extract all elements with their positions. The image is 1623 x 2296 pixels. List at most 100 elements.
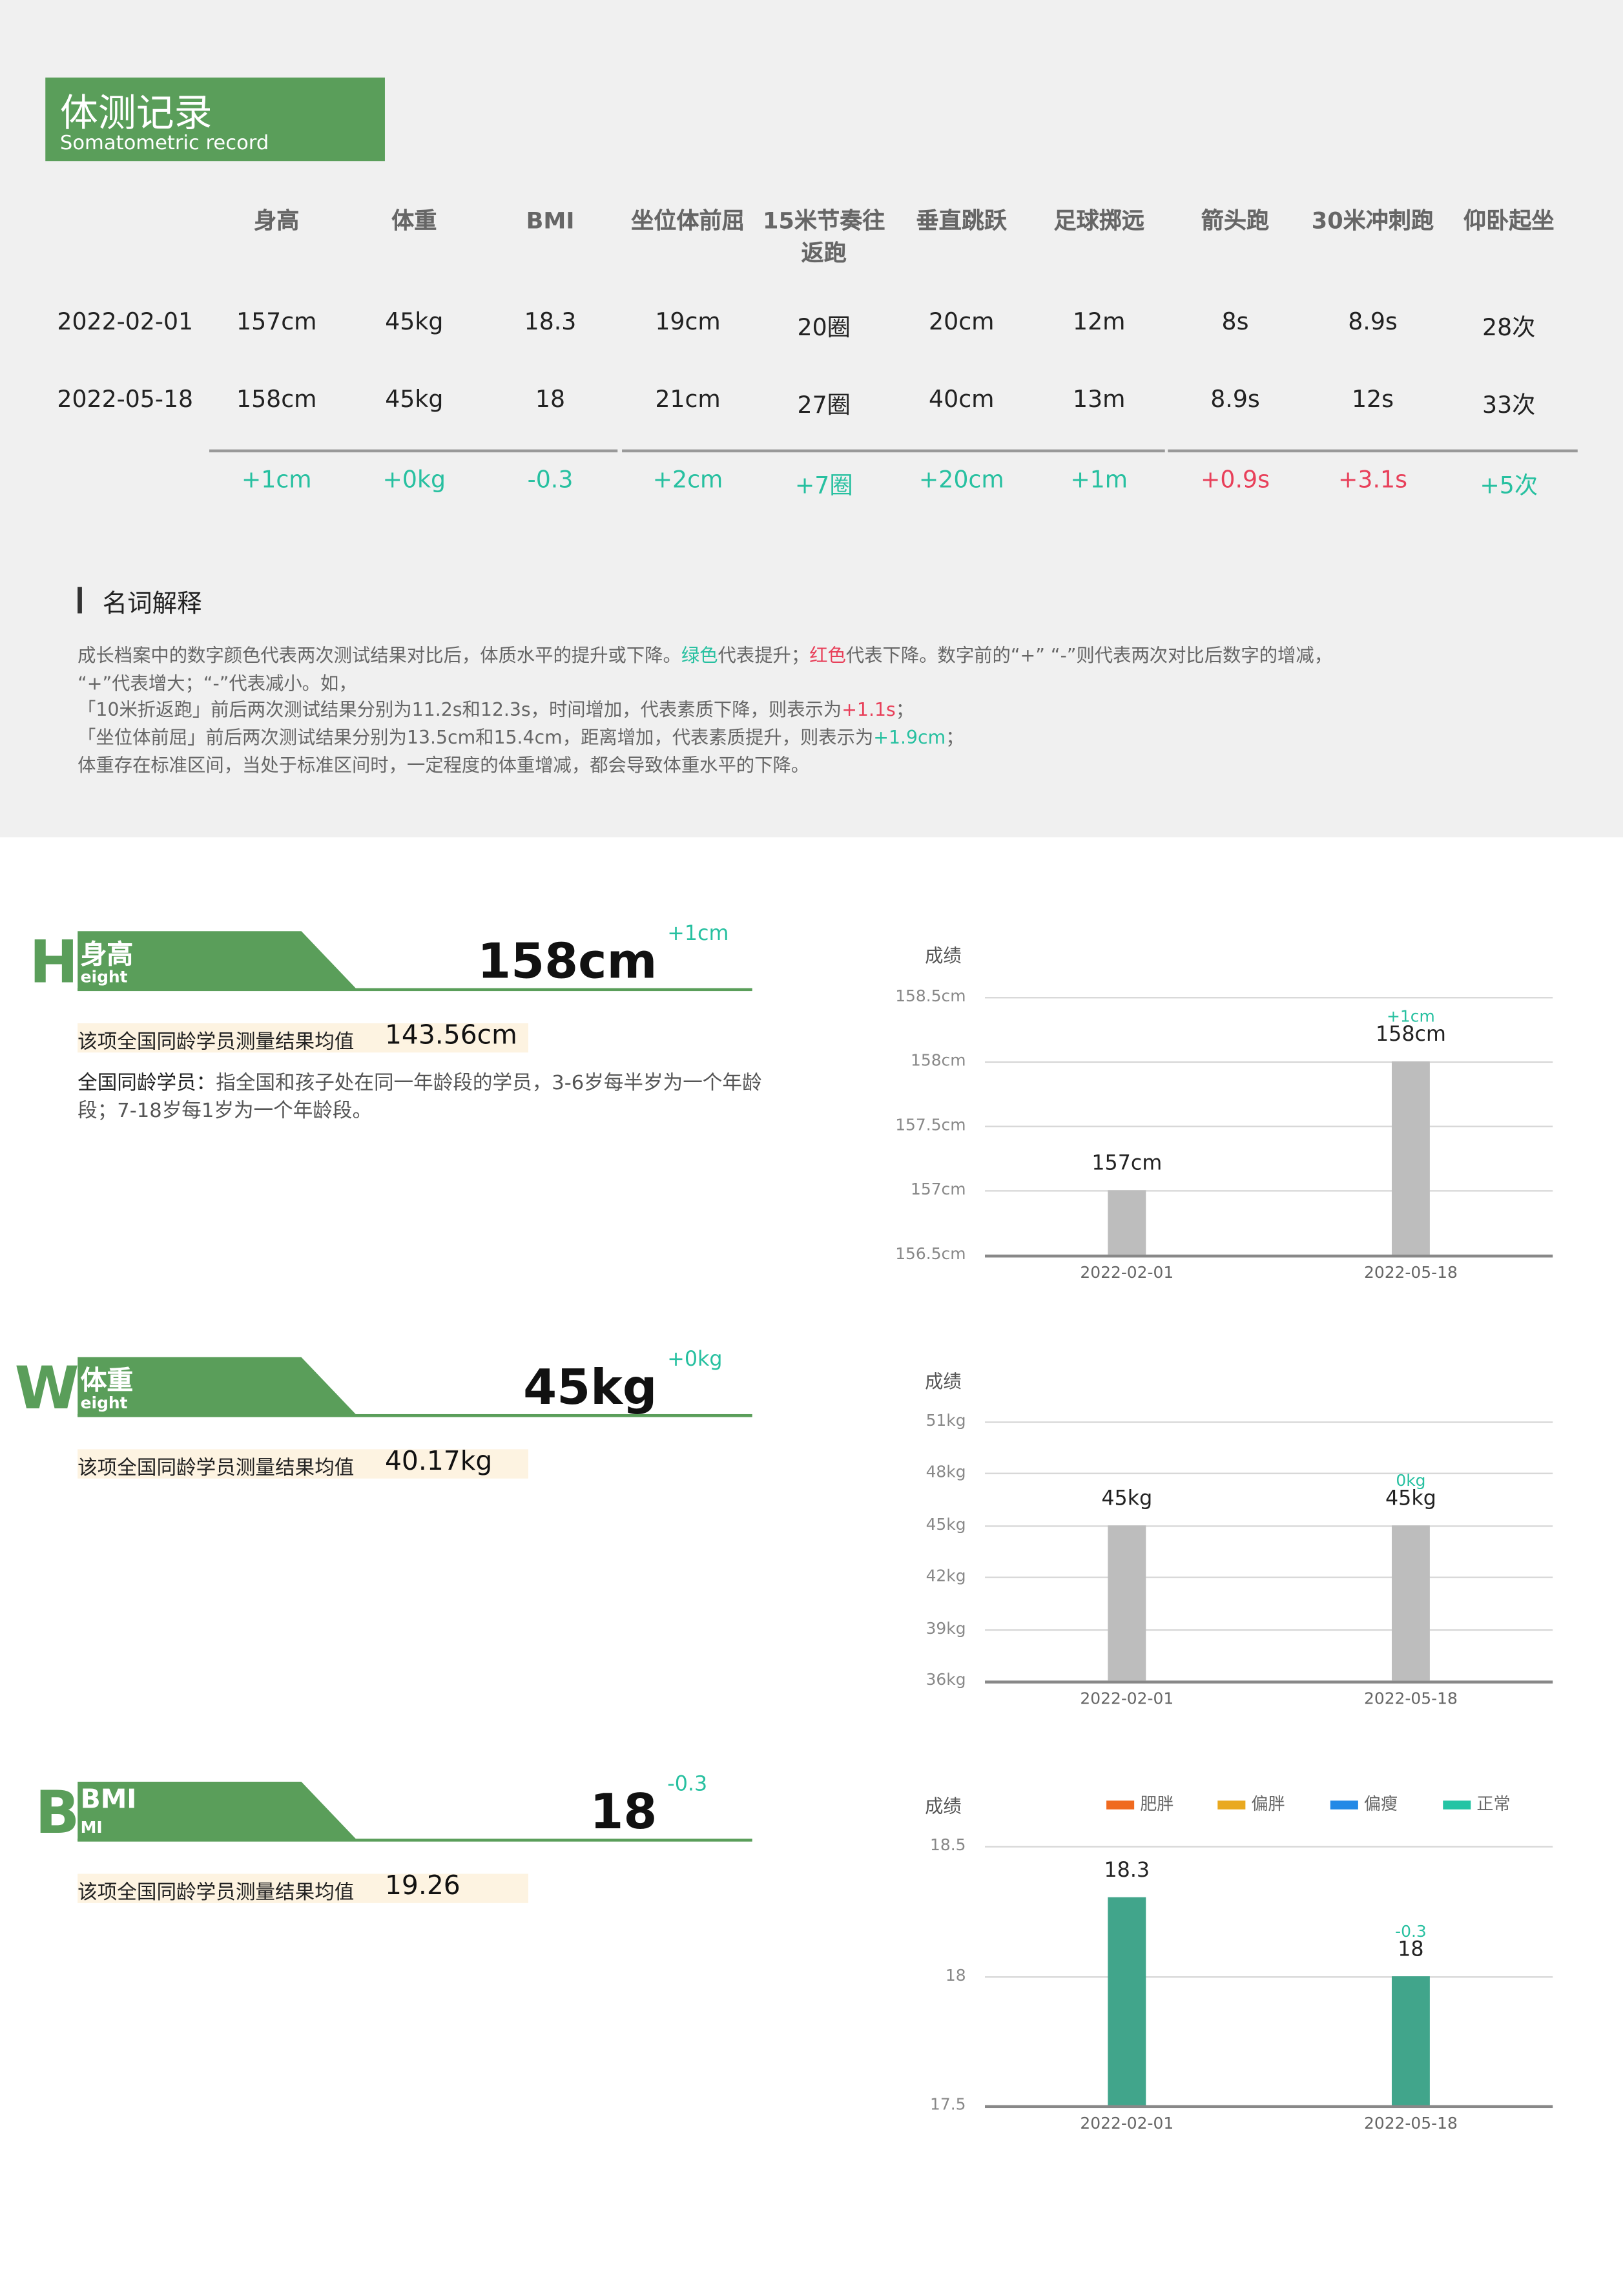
table-cell: 40cm (929, 384, 995, 413)
y-tick-label: 36kg (925, 1670, 966, 1689)
section-title: 身高 (80, 939, 134, 971)
table-cell: 12s (1351, 384, 1394, 413)
terms-text: ； (946, 725, 964, 748)
table-cell: 19cm (655, 307, 721, 335)
bar-data-label: 18.3 (1104, 1859, 1150, 1883)
gridline (985, 1576, 1553, 1579)
legend-item: 正常 (1443, 1792, 1511, 1815)
gridline (985, 1525, 1553, 1527)
example-value: +1.9cm (873, 725, 946, 748)
section-subtitle: eight (80, 967, 128, 987)
average-box: 该项全国同龄学员测量结果均值 40.17kg (78, 1446, 529, 1480)
note-text: 指全国和孩子处在同一年龄段的学员，3-6岁每半岁为一个年龄段；7-18岁每1岁为… (78, 1071, 762, 1123)
terms-line-2: “+”代表增大；“-”代表减小。如， (78, 672, 357, 694)
x-tick-label: 2022-05-18 (1363, 1689, 1458, 1709)
page-title: 体测记录 (59, 92, 212, 136)
section-underline (78, 1839, 752, 1842)
y-tick-label: 156.5cm (895, 1244, 966, 1264)
bar (1108, 1897, 1146, 2105)
column-header: 15米节奏往返跑 (763, 207, 885, 267)
row-date: 2022-02-01 (57, 307, 194, 335)
table-cell: 28次 (1482, 313, 1536, 341)
gridline (985, 997, 1553, 999)
section-subtitle: MI (80, 1818, 103, 1837)
column-header: 垂直跳跃 (916, 207, 1008, 235)
section-letter: B (35, 1780, 80, 1848)
red-word: 红色 (809, 644, 846, 667)
x-tick-label: 2022-05-18 (1363, 2114, 1458, 2133)
terms-text: 代表下降。数字前的“+” “-”则代表两次对比后数字的增减， (845, 644, 1333, 667)
legend-label: 偏瘦 (1363, 1793, 1398, 1814)
section-band (78, 1357, 357, 1416)
column-header: 体重 (391, 207, 437, 235)
x-tick-label: 2022-02-01 (1080, 1263, 1174, 1283)
bar-data-label: 158cm (1375, 1023, 1446, 1047)
delta-cell: -0.3 (527, 465, 574, 494)
average-label: 该项全国同龄学员测量结果均值 (78, 1456, 355, 1480)
section-underline (78, 1414, 752, 1417)
bar-data-label: 45kg (1101, 1487, 1153, 1511)
column-header: 足球掷远 (1053, 207, 1145, 235)
table-cell: 13m (1073, 384, 1126, 413)
table-cell: 33次 (1482, 391, 1536, 419)
gridline (985, 1629, 1553, 1631)
bar (1108, 1525, 1146, 1681)
column-header: 坐位体前屈 (631, 207, 745, 235)
legend-item: 偏瘦 (1330, 1792, 1398, 1815)
y-tick-label: 17.5 (930, 2094, 966, 2114)
section-title: BMI (80, 1784, 137, 1815)
bar (1391, 1525, 1430, 1681)
table-cell: 157cm (236, 307, 317, 335)
peer-note: 全国同龄学员：指全国和孩子处在同一年龄段的学员，3-6岁每半岁为一个年龄段；7-… (78, 1070, 765, 1125)
chart-ylabel: 成绩 (925, 1795, 962, 1817)
bar (1108, 1190, 1146, 1255)
section-value: 45kg (523, 1358, 657, 1416)
average-value: 19.26 (384, 1870, 460, 1902)
bar-delta-label: 0kg (1396, 1470, 1426, 1490)
y-tick-label: 45kg (925, 1514, 966, 1534)
column-header: BMI (526, 207, 575, 235)
bar-data-label: 157cm (1091, 1152, 1163, 1176)
legend-swatch (1443, 1800, 1471, 1809)
y-tick-label: 157.5cm (895, 1115, 966, 1135)
average-label: 该项全国同龄学员测量结果均值 (78, 1030, 355, 1054)
section-letter: W (14, 1355, 79, 1423)
table-cell: 20cm (929, 307, 995, 335)
terms-text: 代表提升； (718, 644, 810, 667)
section-underline (78, 988, 752, 992)
average-box: 该项全国同龄学员测量结果均值 143.56cm (78, 1020, 529, 1054)
gridline (985, 1846, 1553, 1848)
terms-text: ； (895, 698, 915, 720)
average-value: 143.56cm (384, 1020, 517, 1051)
legend-swatch (1106, 1800, 1135, 1809)
y-tick-label: 18 (945, 1965, 966, 1985)
bar-delta-label: -0.3 (1395, 1921, 1427, 1941)
table-cell: 21cm (655, 384, 721, 413)
gridline (985, 1190, 1553, 1192)
delta-cell: +5次 (1480, 471, 1538, 499)
table-cell: 45kg (385, 384, 444, 413)
column-header: 箭头跑 (1201, 207, 1270, 235)
section-delta: +0kg (667, 1348, 723, 1372)
table-cell: 8s (1221, 307, 1249, 335)
terms-line-3: 「10米折返跑」前后两次测试结果分别为11.2s和12.3s，时间增加，代表素质… (78, 694, 914, 722)
delta-cell: +0.9s (1201, 465, 1270, 494)
column-header: 仰卧起坐 (1463, 207, 1555, 235)
bar-data-label: 18 (1398, 1937, 1424, 1961)
delta-cell: +2cm (652, 465, 723, 494)
section-delta: -0.3 (667, 1773, 708, 1797)
table-divider (209, 449, 618, 452)
legend-item: 偏胖 (1217, 1792, 1285, 1815)
table-divider (622, 449, 1165, 452)
average-value: 40.17kg (384, 1446, 493, 1477)
y-tick-label: 158.5cm (895, 986, 966, 1006)
y-tick-label: 39kg (925, 1618, 966, 1638)
table-cell: 8.9s (1210, 384, 1260, 413)
terms-line-4: 「坐位体前屈」前后两次测试结果分别为13.5cm和15.4cm，距离增加，代表素… (78, 722, 964, 749)
column-header: 身高 (254, 207, 300, 235)
x-tick-label: 2022-02-01 (1080, 1689, 1174, 1709)
table-cell: 27圈 (797, 391, 851, 419)
row-date: 2022-05-18 (57, 384, 194, 413)
section-subtitle: eight (80, 1393, 128, 1413)
delta-cell: +20cm (918, 465, 1004, 494)
